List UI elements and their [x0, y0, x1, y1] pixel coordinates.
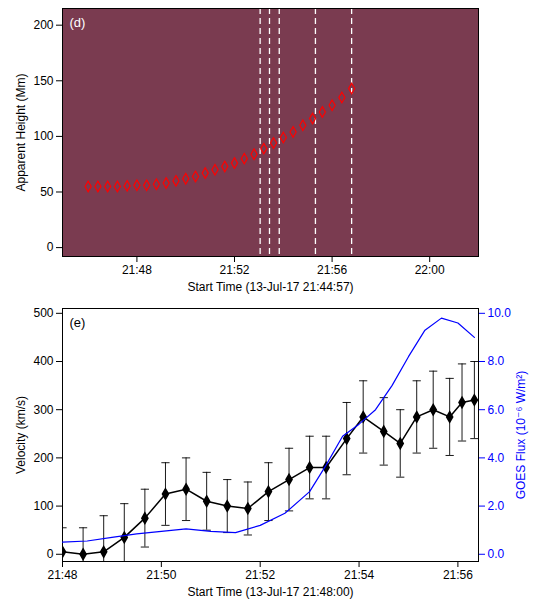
- svg-text:21:50: 21:50: [146, 568, 176, 582]
- svg-text:8.0: 8.0: [488, 354, 505, 368]
- svg-text:2.0: 2.0: [488, 499, 505, 513]
- svg-text:Start Time (13-Jul-17 21:48:00: Start Time (13-Jul-17 21:48:00): [187, 585, 353, 599]
- svg-text:22:00: 22:00: [415, 263, 445, 277]
- svg-text:0.0: 0.0: [488, 547, 505, 561]
- svg-text:4.0: 4.0: [488, 451, 505, 465]
- svg-text:6.0: 6.0: [488, 403, 505, 417]
- svg-text:(e): (e): [70, 315, 86, 330]
- svg-text:GOES Flux (10⁻⁶ W/m²): GOES Flux (10⁻⁶ W/m²): [514, 371, 528, 500]
- svg-text:Velocity (km/s): Velocity (km/s): [14, 396, 28, 474]
- svg-text:Start Time (13-Jul-17 21:44:57: Start Time (13-Jul-17 21:44:57): [187, 280, 353, 294]
- svg-text:Apparent Height (Mm): Apparent Height (Mm): [14, 73, 28, 191]
- svg-text:21:48: 21:48: [122, 263, 152, 277]
- svg-text:500: 500: [33, 306, 53, 320]
- svg-text:0: 0: [47, 547, 54, 561]
- svg-text:150: 150: [33, 74, 53, 88]
- svg-text:10.0: 10.0: [488, 306, 512, 320]
- svg-text:21:56: 21:56: [317, 263, 347, 277]
- svg-text:100: 100: [33, 129, 53, 143]
- svg-text:21:54: 21:54: [344, 568, 374, 582]
- svg-text:21:56: 21:56: [443, 568, 473, 582]
- svg-text:100: 100: [33, 499, 53, 513]
- svg-text:0: 0: [47, 240, 54, 254]
- svg-text:50: 50: [40, 185, 54, 199]
- svg-text:200: 200: [33, 451, 53, 465]
- svg-text:400: 400: [33, 354, 53, 368]
- svg-text:21:48: 21:48: [47, 568, 77, 582]
- svg-text:21:52: 21:52: [245, 568, 275, 582]
- svg-text:200: 200: [33, 18, 53, 32]
- svg-text:300: 300: [33, 403, 53, 417]
- svg-text:21:52: 21:52: [219, 263, 249, 277]
- svg-text:(d): (d): [70, 15, 86, 30]
